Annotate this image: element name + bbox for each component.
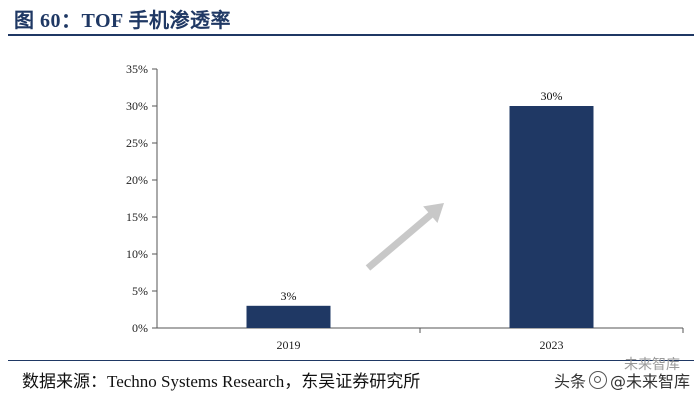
figure-title: 图 60：TOF 手机渗透率 — [14, 10, 232, 32]
data-label: 30% — [541, 89, 563, 103]
title-rule — [8, 34, 694, 36]
x-tick-label: 2019 — [277, 338, 301, 352]
y-tick-label: 30% — [126, 99, 148, 113]
y-tick-label: 10% — [126, 247, 148, 261]
watermark: 头条 @未来智库 — [554, 368, 690, 392]
source-rule — [8, 360, 694, 361]
y-tick-label: 15% — [126, 210, 148, 224]
trend-arrow-icon — [365, 203, 444, 271]
y-tick-label: 5% — [132, 284, 148, 298]
chart-bars — [246, 106, 594, 328]
data-label: 3% — [281, 289, 297, 303]
chart-labels: 3% 2019 30% 2023 — [277, 89, 564, 352]
chart-axes: 0% 5% 10% 15% 20% 25% 30% 35% — [126, 62, 684, 335]
trend-arrow-head — [423, 203, 444, 224]
y-tick-label: 35% — [126, 62, 148, 76]
y-tick-label: 0% — [132, 321, 148, 335]
watermark-prefix: 头条 — [553, 372, 586, 391]
y-tick-label: 25% — [126, 136, 148, 150]
watermark-top-text: 未来智库 — [624, 357, 680, 373]
watermark-logo-icon — [588, 371, 607, 389]
x-tick-label: 2023 — [540, 338, 564, 352]
trend-arrow-shaft — [365, 209, 437, 271]
source-note: 数据来源：Techno Systems Research，东吴证券研究所 — [22, 372, 421, 391]
bar — [246, 305, 331, 328]
bar — [509, 106, 594, 328]
y-tick-label: 20% — [126, 173, 148, 187]
watermark-handle: @未来智库 — [609, 372, 690, 391]
